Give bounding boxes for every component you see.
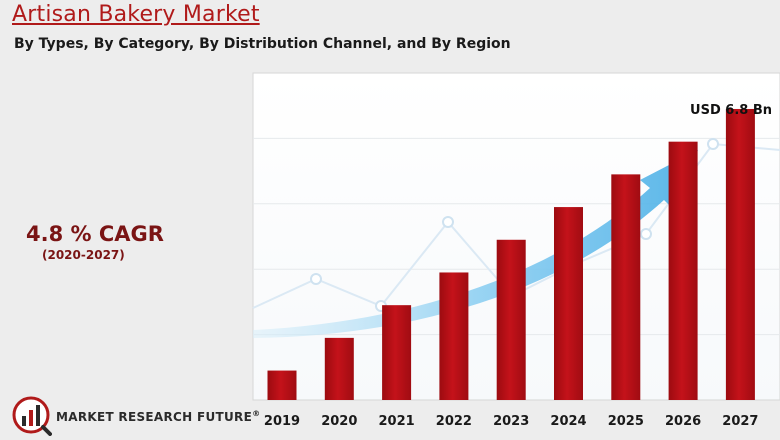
x-tick-2022: 2022 bbox=[436, 414, 472, 429]
x-tick-labels: 2019 2020 2021 2022 2023 2024 2025 2026 2027 bbox=[264, 414, 759, 429]
bar-2019 bbox=[267, 370, 297, 400]
brand-logo-icon bbox=[12, 396, 52, 436]
x-tick-2024: 2024 bbox=[550, 414, 586, 429]
x-tick-2021: 2021 bbox=[379, 414, 415, 429]
chart-subtitle: By Types, By Category, By Distribution C… bbox=[14, 36, 511, 52]
x-tick-2026: 2026 bbox=[665, 414, 701, 429]
cagr-value: 4.8 % CAGR bbox=[26, 222, 164, 246]
bar-2022 bbox=[439, 272, 469, 400]
bars bbox=[267, 108, 755, 401]
x-tick-2023: 2023 bbox=[493, 414, 529, 429]
bar-2027 bbox=[725, 108, 755, 400]
x-tick-2019: 2019 bbox=[264, 414, 300, 429]
x-tick-2025: 2025 bbox=[608, 414, 644, 429]
cagr-period: (2020-2027) bbox=[42, 248, 125, 262]
bar-2023 bbox=[496, 239, 526, 400]
brand-name: MARKET RESEARCH FUTURE® bbox=[56, 409, 261, 424]
bar-2024 bbox=[554, 207, 583, 400]
value-annotation: USD 6.8 Bn bbox=[690, 103, 772, 118]
bar-2020 bbox=[324, 337, 354, 400]
chart-title: Artisan Bakery Market bbox=[12, 2, 260, 27]
growth-arrow bbox=[253, 150, 698, 338]
x-tick-2020: 2020 bbox=[321, 414, 357, 429]
registered-mark: ® bbox=[252, 409, 261, 418]
x-tick-2027: 2027 bbox=[722, 414, 758, 429]
bar-2026 bbox=[668, 141, 698, 401]
bar-2021 bbox=[382, 305, 412, 400]
bar-2025 bbox=[611, 174, 641, 400]
